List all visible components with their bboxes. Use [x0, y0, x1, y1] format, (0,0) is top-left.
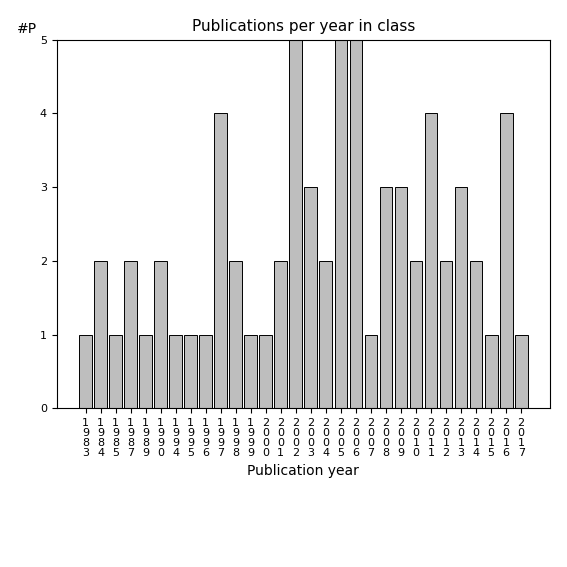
Bar — [455, 187, 467, 408]
Bar — [500, 113, 513, 408]
X-axis label: Publication year: Publication year — [247, 463, 359, 477]
Bar — [515, 335, 527, 408]
Bar — [259, 335, 272, 408]
Bar — [109, 335, 122, 408]
Bar — [409, 261, 422, 408]
Bar — [94, 261, 107, 408]
Bar — [379, 187, 392, 408]
Bar — [439, 261, 452, 408]
Bar — [485, 335, 497, 408]
Bar — [200, 335, 212, 408]
Bar — [425, 113, 437, 408]
Bar — [230, 261, 242, 408]
Bar — [365, 335, 377, 408]
Bar — [274, 261, 287, 408]
Bar — [335, 40, 348, 408]
Bar — [304, 187, 318, 408]
Bar — [214, 113, 227, 408]
Bar — [469, 261, 483, 408]
Text: #P: #P — [17, 22, 37, 36]
Bar — [349, 40, 362, 408]
Bar — [124, 261, 137, 408]
Title: Publications per year in class: Publications per year in class — [192, 19, 415, 35]
Bar — [170, 335, 182, 408]
Bar — [184, 335, 197, 408]
Bar — [139, 335, 152, 408]
Bar — [319, 261, 332, 408]
Bar — [154, 261, 167, 408]
Bar — [289, 40, 302, 408]
Bar — [395, 187, 407, 408]
Bar — [79, 335, 92, 408]
Bar — [244, 335, 257, 408]
